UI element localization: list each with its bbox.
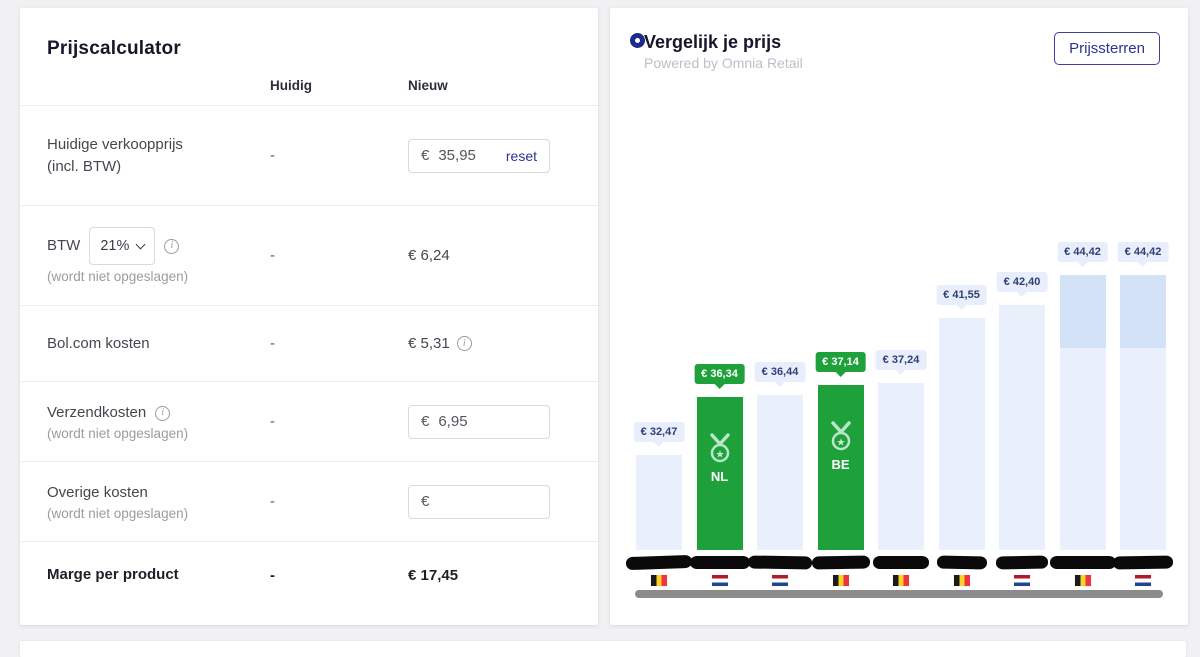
best-price-badge: ★ NL [707,433,733,484]
row-sublabel: (incl. BTW) [47,157,122,175]
seller-name-redaction [995,555,1049,570]
price-callout: € 36,44 [754,362,806,382]
country-flag-nl [772,575,788,586]
seller-name-redaction [625,554,693,571]
bol-costs-amount: € 5,31 [408,335,450,352]
prijssterren-button[interactable]: Prijssterren [1054,32,1160,65]
price-callout: € 42,40 [996,272,1048,292]
info-icon[interactable] [456,336,472,351]
price-bar[interactable] [878,383,924,550]
currency-symbol: € [421,493,430,510]
seller-name-redaction [1049,556,1116,569]
row-bol-costs: Bol.com kosten - € 5,31 [20,306,598,382]
calculator-column-headers: Huidig Nieuw [20,60,598,106]
shipping-cost-input[interactable]: € 6,95 [408,404,550,439]
price-bar-upper-segment [1059,275,1106,348]
price-callout: € 37,24 [875,350,927,370]
country-flag-be [953,575,970,586]
svg-text:★: ★ [715,450,724,461]
price-callout: € 37,14 [815,352,866,372]
row-sublabel: (wordt niet opgeslagen) [47,505,189,521]
price-bar-upper-segment [1120,275,1166,348]
row-label: BTW [47,237,81,255]
column-header-new: Nieuw [408,78,448,93]
other-costs-input[interactable]: € [408,484,550,519]
price-bar[interactable] [696,397,743,550]
medal-icon: ★ [709,433,730,463]
next-section-card [20,641,1186,657]
country-flag-be [1074,575,1091,586]
current-value: - [270,247,275,264]
price-calculator-panel: Prijscalculator Huidig Nieuw Huidige ver… [20,8,598,625]
currency-symbol: € [421,413,430,430]
price-callout: € 44,42 [1057,242,1108,262]
price-bar[interactable] [757,395,803,550]
current-value: - [270,566,275,584]
row-label: Huidige verkoopprijs [47,135,183,153]
sale-price-value: 35,95 [438,147,476,164]
row-vat: BTW 21% (wordt niet opgeslagen) - € 6,24 [20,206,598,306]
chart-scrollbar[interactable] [635,590,1163,598]
country-flag-be [832,575,849,586]
price-bar[interactable] [817,385,864,550]
svg-text:★: ★ [836,438,845,449]
column-header-current: Huidig [270,78,312,93]
row-shipping-costs: Verzendkosten (wordt niet opgeslagen) - … [20,382,598,462]
price-bar[interactable] [999,305,1045,550]
price-callout: € 32,47 [633,422,685,442]
vat-select[interactable]: 21% [89,227,156,265]
comparison-title: Vergelijk je prijs [644,32,782,52]
medal-icon: ★ [830,421,851,451]
seller-name-redaction [689,556,750,569]
row-label: Overige kosten [47,484,148,502]
price-callout: € 36,34 [694,364,745,384]
omnia-logo-icon [630,33,645,48]
current-value: - [270,147,275,164]
seller-name-redaction [747,555,813,570]
row-sublabel: (wordt niet opgeslagen) [47,269,189,284]
vat-amount: € 6,24 [408,247,450,264]
sale-price-input[interactable]: € 35,95 reset [408,138,550,173]
bar-country-label: BE [831,457,850,472]
bar-country-label: NL [710,469,729,484]
price-callout: € 41,55 [936,285,987,305]
price-comparison-panel: Vergelijk je prijs Powered by Omnia Reta… [610,8,1188,625]
best-price-badge: ★ BE [828,421,854,472]
country-flag-nl [711,575,728,586]
country-flag-be [893,575,909,586]
row-label: Bol.com kosten [47,334,150,352]
seller-name-redaction [873,556,929,569]
row-sublabel: (wordt niet opgeslagen) [47,425,189,441]
margin-amount: € 17,45 [408,566,459,584]
seller-name-redaction [811,555,870,570]
current-value: - [270,413,275,430]
price-bar[interactable] [636,455,682,550]
reset-link[interactable]: reset [505,147,537,164]
info-icon[interactable] [164,238,180,254]
currency-symbol: € [421,147,430,164]
price-chart: € 32,47 € 36,34 ★ NL € 36,44 € 37,14 ★ BE € 37,2… [610,8,1188,625]
row-current-sale-price: Huidige verkoopprijs (incl. BTW) - € 35,… [20,106,598,206]
seller-name-redaction [936,555,987,570]
shipping-cost-value: 6,95 [438,413,468,430]
info-icon[interactable] [155,405,171,421]
vat-selected-value: 21% [100,238,130,254]
chevron-down-icon [135,239,146,249]
country-flag-nl [1135,575,1151,586]
seller-name-redaction [1112,555,1174,570]
country-flag-nl [1014,575,1030,586]
current-value: - [270,335,275,352]
row-label: Marge per product [47,566,179,584]
current-value: - [270,493,275,510]
price-callout: € 44,42 [1117,242,1169,262]
row-label: Verzendkosten [47,404,147,422]
row-other-costs: Overige kosten (wordt niet opgeslagen) -… [20,462,598,542]
powered-by-text: Powered by Omnia Retail [644,55,803,71]
price-bar[interactable] [938,318,985,550]
calculator-title: Prijscalculator [47,38,181,59]
country-flag-be [651,575,667,586]
row-margin: Marge per product - € 17,45 [20,542,598,608]
